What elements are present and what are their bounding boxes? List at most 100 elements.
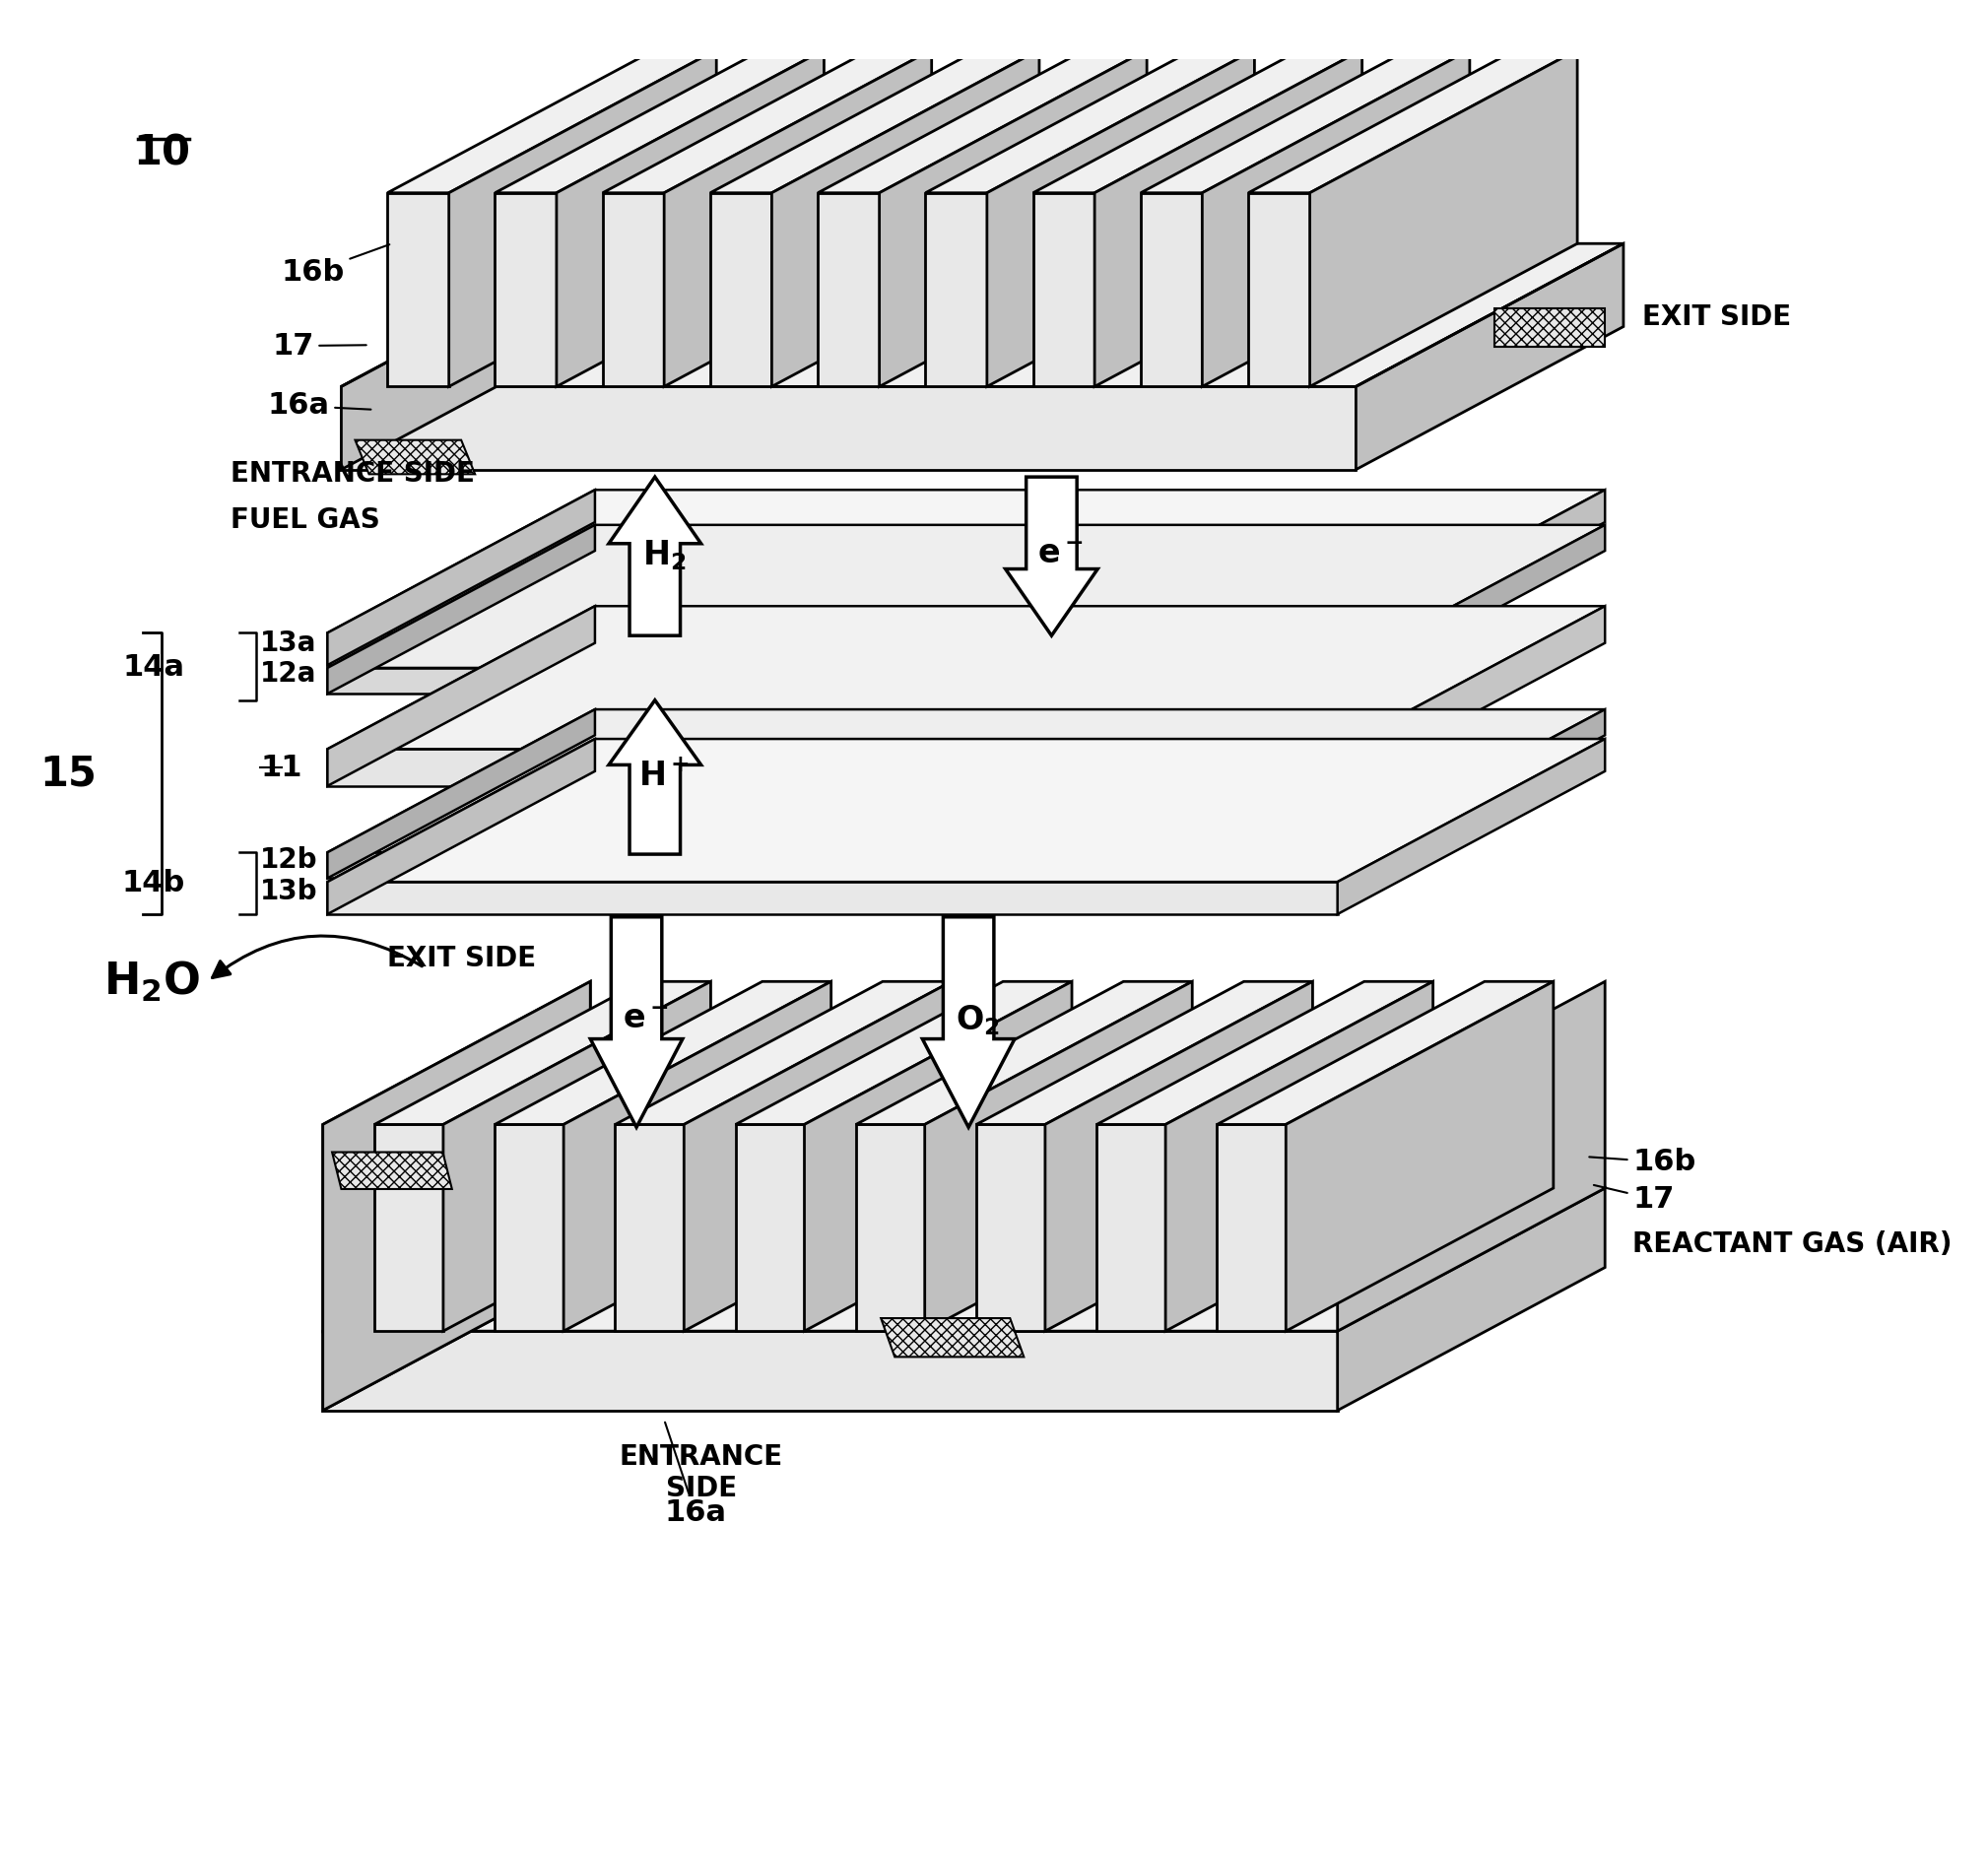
Text: 13b: 13b — [260, 878, 318, 906]
Text: FUEL GAS: FUEL GAS — [231, 507, 380, 535]
Polygon shape — [817, 193, 879, 386]
Polygon shape — [771, 50, 1040, 386]
Polygon shape — [1034, 193, 1095, 386]
Polygon shape — [976, 1125, 1046, 1331]
Polygon shape — [1310, 50, 1576, 386]
Polygon shape — [328, 490, 594, 664]
Polygon shape — [926, 50, 1254, 193]
Polygon shape — [328, 739, 594, 915]
Polygon shape — [710, 50, 1040, 193]
Polygon shape — [1046, 982, 1312, 1331]
Polygon shape — [1356, 243, 1624, 386]
Polygon shape — [328, 525, 594, 694]
Text: ENTRANCE SIDE: ENTRANCE SIDE — [231, 460, 475, 488]
Polygon shape — [1286, 982, 1553, 1331]
Polygon shape — [328, 739, 1604, 882]
Polygon shape — [1338, 525, 1604, 694]
Polygon shape — [879, 50, 1147, 386]
Polygon shape — [1097, 982, 1433, 1125]
Text: 14a: 14a — [123, 653, 185, 681]
Polygon shape — [322, 982, 590, 1331]
Polygon shape — [926, 193, 986, 386]
Text: EXIT SIDE: EXIT SIDE — [1642, 304, 1791, 330]
Polygon shape — [1338, 1188, 1604, 1411]
Polygon shape — [976, 982, 1312, 1125]
Polygon shape — [710, 193, 771, 386]
Text: 16b: 16b — [282, 245, 390, 286]
Text: REACTANT GAS (AIR): REACTANT GAS (AIR) — [1632, 1231, 1952, 1258]
Polygon shape — [1095, 50, 1362, 386]
Polygon shape — [1217, 982, 1553, 1125]
Polygon shape — [1338, 607, 1604, 785]
Polygon shape — [495, 982, 831, 1125]
Polygon shape — [328, 709, 594, 878]
Polygon shape — [557, 50, 823, 386]
Polygon shape — [328, 750, 1338, 785]
Polygon shape — [805, 982, 1072, 1331]
Polygon shape — [328, 607, 1604, 750]
Text: $\mathbf{H^+}$: $\mathbf{H^+}$ — [638, 761, 690, 793]
Polygon shape — [857, 982, 1193, 1125]
Text: 14b: 14b — [121, 869, 185, 896]
Polygon shape — [736, 1125, 805, 1331]
Polygon shape — [322, 1331, 1338, 1411]
Polygon shape — [922, 917, 1014, 1127]
Polygon shape — [602, 50, 932, 193]
Polygon shape — [356, 440, 475, 473]
Polygon shape — [342, 243, 608, 386]
FancyArrowPatch shape — [213, 935, 421, 978]
Text: SIDE: SIDE — [666, 1476, 738, 1503]
Polygon shape — [328, 607, 594, 785]
Text: 16b: 16b — [1588, 1147, 1696, 1177]
Polygon shape — [332, 1153, 451, 1190]
Text: 11: 11 — [260, 754, 302, 781]
Polygon shape — [1338, 739, 1604, 915]
Polygon shape — [374, 982, 712, 1125]
Polygon shape — [1217, 1125, 1286, 1331]
Polygon shape — [495, 1125, 565, 1331]
Polygon shape — [817, 50, 1147, 193]
Polygon shape — [374, 1125, 443, 1331]
Polygon shape — [664, 50, 932, 386]
Polygon shape — [388, 193, 449, 386]
Text: $\mathbf{H_2O}$: $\mathbf{H_2O}$ — [103, 960, 201, 1004]
Polygon shape — [614, 982, 952, 1125]
Polygon shape — [495, 50, 823, 193]
Polygon shape — [1338, 982, 1604, 1331]
Polygon shape — [986, 50, 1254, 386]
Polygon shape — [322, 982, 590, 1411]
Polygon shape — [608, 477, 702, 635]
Polygon shape — [1141, 50, 1469, 193]
Polygon shape — [1495, 308, 1604, 347]
Polygon shape — [881, 1318, 1024, 1357]
Polygon shape — [328, 882, 1338, 915]
Polygon shape — [1097, 1125, 1165, 1331]
Polygon shape — [328, 490, 1604, 633]
Polygon shape — [684, 982, 952, 1331]
Polygon shape — [736, 982, 1072, 1125]
Polygon shape — [328, 709, 1604, 852]
Polygon shape — [565, 982, 831, 1331]
Text: 13a: 13a — [260, 629, 316, 657]
Polygon shape — [1248, 193, 1310, 386]
Polygon shape — [1248, 50, 1576, 193]
Polygon shape — [495, 193, 557, 386]
Polygon shape — [449, 50, 716, 386]
Text: 12a: 12a — [260, 659, 316, 687]
Polygon shape — [590, 917, 682, 1127]
Text: 15: 15 — [40, 754, 97, 794]
Text: $\mathbf{e^-}$: $\mathbf{e^-}$ — [1038, 538, 1083, 572]
Polygon shape — [443, 982, 712, 1331]
Text: 16a: 16a — [664, 1422, 726, 1527]
Polygon shape — [328, 668, 1338, 694]
Text: $\mathbf{e^-}$: $\mathbf{e^-}$ — [622, 1004, 668, 1036]
Text: 17: 17 — [272, 332, 366, 360]
Polygon shape — [1165, 982, 1433, 1331]
Polygon shape — [602, 193, 664, 386]
Polygon shape — [322, 1188, 590, 1411]
Text: 17: 17 — [1594, 1184, 1674, 1214]
Polygon shape — [328, 852, 1338, 878]
Text: $\mathbf{O_2}$: $\mathbf{O_2}$ — [956, 1002, 1000, 1038]
Polygon shape — [328, 525, 1604, 668]
Text: 16a: 16a — [268, 392, 372, 419]
